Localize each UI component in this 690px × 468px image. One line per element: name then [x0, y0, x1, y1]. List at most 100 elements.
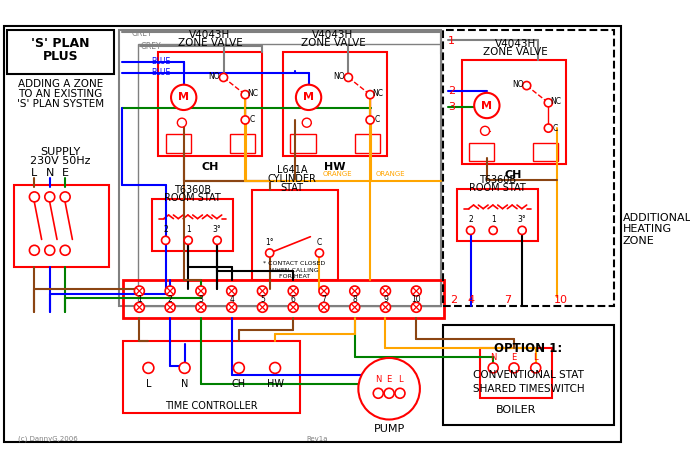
- Circle shape: [489, 227, 497, 234]
- Circle shape: [177, 118, 186, 127]
- Text: ZONE VALVE: ZONE VALVE: [301, 38, 366, 48]
- Circle shape: [489, 363, 498, 373]
- Text: WHEN CALLING: WHEN CALLING: [270, 268, 318, 273]
- Circle shape: [288, 286, 298, 296]
- Circle shape: [45, 245, 55, 255]
- Bar: [355, 134, 380, 153]
- Text: 230V 50Hz: 230V 50Hz: [30, 156, 91, 166]
- Text: 1: 1: [137, 295, 141, 304]
- Text: M: M: [178, 92, 189, 102]
- Circle shape: [358, 358, 420, 419]
- Circle shape: [411, 302, 421, 312]
- Circle shape: [257, 302, 268, 312]
- Circle shape: [196, 286, 206, 296]
- Text: BLUE: BLUE: [151, 67, 170, 77]
- Bar: [444, 30, 613, 307]
- Text: L: L: [146, 379, 151, 389]
- Circle shape: [196, 302, 206, 312]
- Circle shape: [241, 91, 249, 99]
- Circle shape: [380, 302, 391, 312]
- Circle shape: [270, 363, 281, 373]
- Circle shape: [165, 302, 175, 312]
- Text: GREY: GREY: [131, 29, 152, 37]
- Text: L641A: L641A: [277, 165, 308, 175]
- Text: NO: NO: [512, 80, 524, 89]
- Circle shape: [474, 93, 500, 118]
- Circle shape: [296, 85, 322, 110]
- Circle shape: [302, 118, 311, 127]
- Text: 1: 1: [448, 36, 455, 46]
- Text: NO: NO: [208, 72, 220, 81]
- Bar: [469, 143, 494, 161]
- Text: ROOM STAT: ROOM STAT: [469, 183, 526, 193]
- Circle shape: [179, 363, 190, 373]
- Text: L: L: [533, 352, 538, 362]
- Text: E: E: [511, 352, 517, 362]
- Text: CYLINDER: CYLINDER: [268, 174, 317, 184]
- Text: T6360B: T6360B: [174, 185, 211, 195]
- Circle shape: [219, 73, 228, 81]
- Text: (c) DannyG,2006: (c) DannyG,2006: [18, 435, 78, 442]
- Circle shape: [266, 249, 274, 257]
- Bar: [159, 52, 262, 156]
- Circle shape: [531, 363, 541, 373]
- Circle shape: [522, 81, 531, 90]
- Circle shape: [60, 245, 70, 255]
- Text: NC: NC: [372, 89, 383, 98]
- Circle shape: [288, 302, 298, 312]
- Text: NC: NC: [550, 97, 561, 106]
- Circle shape: [319, 286, 329, 296]
- Bar: [119, 30, 441, 307]
- Text: SUPPLY: SUPPLY: [41, 146, 81, 157]
- Text: 4: 4: [468, 295, 475, 305]
- Bar: [290, 134, 316, 153]
- Text: 5: 5: [260, 295, 265, 304]
- Circle shape: [544, 99, 553, 107]
- Text: 2: 2: [164, 225, 168, 234]
- Bar: [123, 341, 299, 413]
- Circle shape: [466, 227, 475, 234]
- Circle shape: [366, 116, 374, 124]
- Circle shape: [395, 388, 405, 398]
- Text: ROOM STAT: ROOM STAT: [164, 193, 221, 203]
- Text: PUMP: PUMP: [373, 424, 405, 433]
- Bar: [230, 134, 255, 153]
- Circle shape: [184, 236, 193, 244]
- Bar: [166, 134, 191, 153]
- Text: 9: 9: [383, 295, 388, 304]
- Text: 3°: 3°: [518, 215, 526, 224]
- Circle shape: [227, 302, 237, 312]
- Text: PLUS: PLUS: [43, 50, 79, 63]
- Text: * CONTACT CLOSED: * CONTACT CLOSED: [263, 261, 325, 266]
- Text: HW: HW: [266, 379, 284, 389]
- Circle shape: [135, 302, 144, 312]
- Circle shape: [241, 116, 249, 124]
- Text: T6360B: T6360B: [479, 175, 516, 185]
- Text: 4: 4: [229, 295, 234, 304]
- Text: SHARED TIMESWITCH: SHARED TIMESWITCH: [473, 384, 584, 394]
- Circle shape: [350, 286, 359, 296]
- Text: V4043H: V4043H: [313, 30, 354, 40]
- Text: 3: 3: [199, 295, 204, 304]
- Circle shape: [135, 286, 144, 296]
- Text: ORANGE: ORANGE: [323, 171, 353, 177]
- Bar: [252, 190, 337, 280]
- Circle shape: [373, 388, 383, 398]
- Text: 1: 1: [186, 225, 190, 234]
- Text: 8: 8: [353, 295, 357, 304]
- Bar: [480, 348, 552, 398]
- Text: M: M: [303, 92, 314, 102]
- Circle shape: [227, 286, 237, 296]
- Text: NC: NC: [247, 89, 258, 98]
- Text: BLUE: BLUE: [151, 57, 170, 66]
- Text: BOILER: BOILER: [495, 405, 536, 416]
- Circle shape: [319, 302, 329, 312]
- Circle shape: [171, 85, 197, 110]
- Text: TO AN EXISTING: TO AN EXISTING: [19, 89, 103, 99]
- Text: TIME CONTROLLER: TIME CONTROLLER: [164, 401, 257, 411]
- Text: 2: 2: [448, 86, 455, 96]
- Circle shape: [480, 126, 490, 135]
- Circle shape: [143, 363, 154, 373]
- Text: FOR HEAT: FOR HEAT: [279, 274, 310, 279]
- Circle shape: [60, 192, 70, 202]
